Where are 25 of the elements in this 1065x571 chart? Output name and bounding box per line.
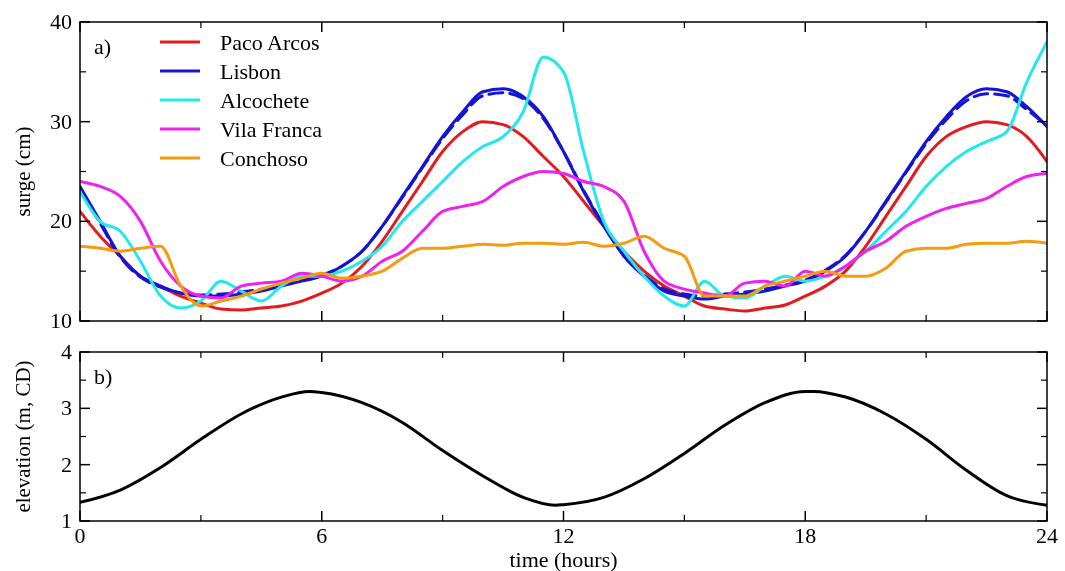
x-tick-label: 18 (794, 523, 817, 548)
y-tick-label: 30 (50, 108, 72, 134)
annotation: b) (94, 364, 113, 389)
x-tick-label: 24 (1036, 523, 1058, 548)
y-axis-title: elevation (m, CD) (11, 360, 35, 513)
x-tick-label: 12 (552, 523, 575, 548)
legend-label: Lisbon (220, 59, 282, 84)
y-tick-label: 2 (61, 451, 72, 477)
y-tick-label: 40 (50, 9, 72, 34)
annotation: a) (94, 34, 112, 59)
y-tick-label: 20 (50, 208, 72, 234)
line-series (80, 234, 1047, 308)
y-tick-label: 3 (61, 395, 72, 421)
x-tick-label: 6 (316, 523, 328, 548)
legend-label: Conchoso (220, 146, 308, 171)
line-series (80, 170, 1047, 300)
x-tick-label: 0 (74, 523, 86, 548)
legend-label: Vila Franca (220, 117, 323, 142)
x-axis-title: time (hours) (509, 547, 618, 571)
legend-label: Paco Arcos (220, 30, 320, 55)
y-tick-label: 10 (50, 308, 72, 333)
y-tick-label: 4 (61, 339, 72, 364)
y-tick-label: 1 (61, 508, 72, 533)
y-axis-title: surge (cm) (11, 126, 35, 217)
legend-label: Alcochete (220, 88, 310, 113)
